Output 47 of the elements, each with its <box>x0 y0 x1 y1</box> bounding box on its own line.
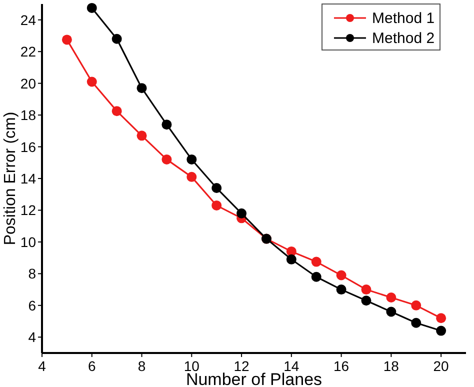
point <box>212 183 222 194</box>
point <box>112 34 122 44</box>
point <box>411 300 422 310</box>
point <box>136 130 147 141</box>
legend-label: Method 2 <box>372 30 435 47</box>
point <box>361 284 372 295</box>
point <box>162 154 172 164</box>
point <box>361 296 372 306</box>
point <box>62 34 72 45</box>
point <box>436 313 446 324</box>
y-tick-label: 10 <box>20 234 36 250</box>
point <box>336 270 346 280</box>
y-tick-label: 16 <box>20 138 36 155</box>
y-tick-label: 20 <box>20 75 36 92</box>
point <box>311 272 322 282</box>
x-tick-label: 8 <box>138 358 146 374</box>
point <box>411 318 422 328</box>
point <box>336 284 346 295</box>
y-tick-label: 6 <box>28 297 36 314</box>
y-axis-title: Position Error (cm) <box>2 112 19 246</box>
point <box>136 83 147 94</box>
point <box>186 172 197 182</box>
x-tick-label: 4 <box>38 358 46 374</box>
point <box>436 326 446 336</box>
y-tick-label: 22 <box>20 44 36 60</box>
y-tick-label: 24 <box>20 12 36 28</box>
y-tick-label: 8 <box>28 266 36 282</box>
x-tick-label: 18 <box>383 358 400 374</box>
y-tick-label: 14 <box>20 170 36 186</box>
x-tick-label: 16 <box>334 358 350 374</box>
point <box>162 120 172 130</box>
point <box>112 106 122 116</box>
x-tick-label: 6 <box>88 358 96 374</box>
x-tick-label: 20 <box>433 358 450 374</box>
point <box>212 200 222 210</box>
y-tick-label: 18 <box>20 107 36 124</box>
point <box>386 306 396 317</box>
point <box>311 256 322 267</box>
point <box>86 76 97 87</box>
point <box>236 208 247 218</box>
point <box>286 254 296 264</box>
y-tick-label: 4 <box>28 329 36 346</box>
y-tick-label: 12 <box>20 202 36 218</box>
point <box>86 2 97 13</box>
point <box>186 154 197 164</box>
legend-label: Method 1 <box>372 10 435 27</box>
point <box>386 292 396 302</box>
